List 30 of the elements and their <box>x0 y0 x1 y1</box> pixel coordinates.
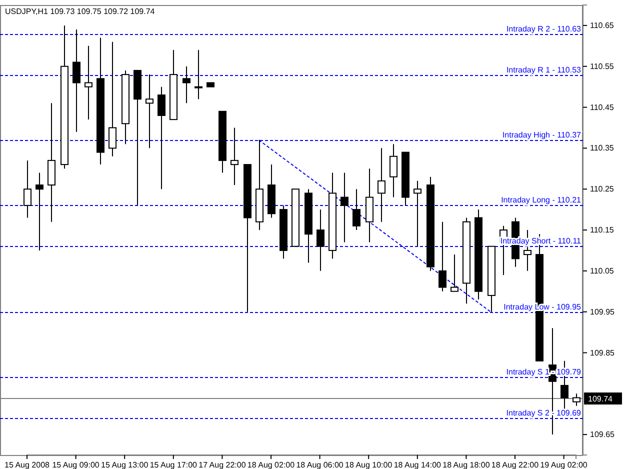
y-tick-label: 110.55 <box>590 62 614 71</box>
x-tick-label: 18 Aug 02:00 <box>247 460 296 469</box>
ref-line-label: Intraday S 2 - 109.69 <box>506 408 582 418</box>
ref-line-label: 109.74 <box>588 394 614 404</box>
y-tick-label: 110.45 <box>590 102 614 112</box>
x-tick-label: 19 Aug 02:00 <box>540 460 588 469</box>
x-tick-label: 18 Aug 22:00 <box>491 460 540 469</box>
y-tick-label: 109.85 <box>590 348 616 358</box>
y-tick-label: 110.35 <box>590 144 614 153</box>
x-tick-label: 17 Aug 22:00 <box>198 460 246 469</box>
price-tag: 109.74 <box>584 392 622 404</box>
x-tick-label: 18 Aug 14:00 <box>394 460 442 469</box>
y-tick-label: 110.65 <box>590 21 614 30</box>
x-tick-label: 18 Aug 18:00 <box>442 460 490 469</box>
x-tick-label: 15 Aug 09:00 <box>52 460 100 469</box>
ref-line-label: Intraday High - 110.37 <box>502 130 582 140</box>
x-tick-label: 18 Aug 06:00 <box>296 460 344 469</box>
x-tick-label: 15 Aug 13:00 <box>101 460 149 469</box>
x-tick-label: 15 Aug 17:00 <box>150 460 198 469</box>
y-tick-label: 109.95 <box>590 307 616 316</box>
chart-title: USDJPY,H1 109.73 109.75 109.72 109.74 <box>5 7 156 16</box>
ref-line-label: Intraday R 2 - 110.63 <box>506 24 582 34</box>
y-tick-label: 110.25 <box>590 184 614 194</box>
x-tick-label: 18 Aug 10:00 <box>345 460 393 469</box>
y-tick-label: 110.15 <box>590 226 614 235</box>
ref-line-label: Intraday R 1 - 110.53 <box>506 66 582 74</box>
ref-line-label: Intraday Long - 110.21 <box>501 196 582 204</box>
x-tick-label: 15 Aug 2008 <box>4 460 50 469</box>
y-tick-label: 109.65 <box>590 430 616 440</box>
y-tick-label: 110.05 <box>590 266 614 276</box>
